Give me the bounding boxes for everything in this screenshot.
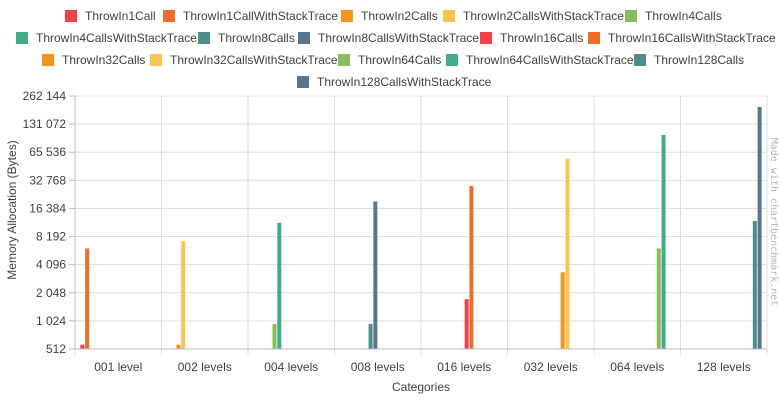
legend-item[interactable]: ThrowIn2CallsWithStackTrace xyxy=(443,9,624,23)
x-tick-label: 008 levels xyxy=(351,360,405,374)
legend-label: ThrowIn1Call xyxy=(85,9,156,23)
y-axis-title: Memory Allocation (Bytes) xyxy=(5,140,19,279)
x-tick-label: 064 levels xyxy=(610,360,664,374)
legend-swatch xyxy=(446,54,458,66)
chart-legend: ThrowIn1Call ThrowIn1CallWithStackTrace Th… xyxy=(0,0,780,95)
legend-label: ThrowIn64Calls xyxy=(358,53,442,67)
legend-label: ThrowIn8CallsWithStackTrace xyxy=(318,31,479,45)
legend-swatch xyxy=(65,10,77,22)
bar[interactable] xyxy=(560,272,565,349)
y-tick-label: 2 048 xyxy=(36,286,66,300)
legend-label: ThrowIn128CallsWithStackTrace xyxy=(317,75,492,89)
bar[interactable] xyxy=(656,248,661,349)
legend-swatch xyxy=(150,54,162,66)
y-tick-label: 512 xyxy=(46,342,66,356)
legend-swatch xyxy=(297,76,309,88)
legend-item[interactable]: ThrowIn1CallWithStackTrace xyxy=(163,9,338,23)
bar[interactable] xyxy=(752,221,757,349)
legend-swatch xyxy=(163,10,175,22)
x-tick-label: 002 levels xyxy=(178,360,232,374)
legend-label: ThrowIn4Calls xyxy=(645,9,722,23)
bar[interactable] xyxy=(80,344,85,349)
legend-label: ThrowIn16CallsWithStackTrace xyxy=(608,31,776,45)
axes xyxy=(74,96,767,350)
legend-item[interactable]: ThrowIn4CallsWithStackTrace xyxy=(16,31,197,45)
legend-item[interactable]: ThrowIn1Call xyxy=(65,9,156,23)
y-tick-labels: 512 1 024 2 048 4 096 8 192 16 384 32 768 65 53… xyxy=(23,89,67,356)
legend-swatch xyxy=(625,10,637,22)
bar[interactable] xyxy=(176,344,181,349)
legend-label: ThrowIn8Calls xyxy=(218,31,295,45)
legend-item[interactable]: ThrowIn16CallsWithStackTrace xyxy=(588,31,776,45)
bars xyxy=(80,106,762,349)
legend-item[interactable]: ThrowIn16Calls xyxy=(480,31,583,45)
legend-swatch xyxy=(42,54,54,66)
bar[interactable] xyxy=(272,323,277,349)
legend-item[interactable]: ThrowIn64CallsWithStackTrace xyxy=(446,53,634,67)
bar[interactable] xyxy=(469,185,474,349)
x-tick-label: 016 levels xyxy=(437,360,491,374)
legend-swatch xyxy=(480,32,492,44)
bar[interactable] xyxy=(368,323,373,349)
legend-item[interactable]: ThrowIn8Calls xyxy=(198,31,295,45)
legend-swatch xyxy=(588,32,600,44)
gridlines xyxy=(69,95,768,355)
bar[interactable] xyxy=(85,248,90,349)
x-tick-label: 001 level xyxy=(94,360,142,374)
legend-swatch xyxy=(634,54,646,66)
legend-swatch xyxy=(298,32,310,44)
legend-swatch xyxy=(338,54,350,66)
x-tick-label: 128 levels xyxy=(697,360,751,374)
legend-swatch xyxy=(443,10,455,22)
watermark: Made with chartbenchmark.net xyxy=(768,138,779,307)
legend-label: ThrowIn32Calls xyxy=(62,53,146,67)
legend-label: ThrowIn128Calls xyxy=(654,53,745,67)
y-tick-label: 8 192 xyxy=(36,230,66,244)
legend-label: ThrowIn4CallsWithStackTrace xyxy=(36,31,197,45)
bar[interactable] xyxy=(277,222,282,349)
y-tick-label: 131 072 xyxy=(23,117,67,131)
y-tick-label: 262 144 xyxy=(23,89,67,103)
legend-label: ThrowIn16Calls xyxy=(500,31,584,45)
legend-label: ThrowIn32CallsWithStackTrace xyxy=(170,53,338,67)
legend-item[interactable]: ThrowIn8CallsWithStackTrace xyxy=(298,31,479,45)
legend-item[interactable]: ThrowIn64Calls xyxy=(338,53,441,67)
bar[interactable] xyxy=(181,241,186,349)
bar[interactable] xyxy=(464,299,469,349)
y-tick-label: 32 768 xyxy=(29,173,66,187)
x-tick-label: 004 levels xyxy=(264,360,318,374)
legend-item[interactable]: ThrowIn128Calls xyxy=(634,53,744,67)
x-tick-labels: 001 level 002 levels 004 levels 008 levels 0… xyxy=(94,360,751,374)
legend-label: ThrowIn2CallsWithStackTrace xyxy=(463,9,624,23)
legend-swatch xyxy=(341,10,353,22)
legend-swatch xyxy=(16,32,28,44)
legend-label: ThrowIn64CallsWithStackTrace xyxy=(466,53,634,67)
bar[interactable] xyxy=(373,201,378,349)
legend-label: ThrowIn1CallWithStackTrace xyxy=(183,9,338,23)
legend-item[interactable]: ThrowIn2Calls xyxy=(341,9,438,23)
bar[interactable] xyxy=(757,106,762,349)
legend-item[interactable]: ThrowIn128CallsWithStackTrace xyxy=(297,75,491,89)
legend-item[interactable]: ThrowIn32Calls xyxy=(42,53,145,67)
bar[interactable] xyxy=(661,135,666,349)
x-tick-label: 032 levels xyxy=(524,360,578,374)
legend-item[interactable]: ThrowIn32CallsWithStackTrace xyxy=(150,53,338,67)
y-tick-label: 65 536 xyxy=(29,145,66,159)
y-tick-label: 16 384 xyxy=(29,201,66,215)
legend-swatch xyxy=(198,32,210,44)
y-tick-label: 1 024 xyxy=(36,314,66,328)
y-tick-label: 4 096 xyxy=(36,258,66,272)
legend-item[interactable]: ThrowIn4Calls xyxy=(625,9,722,23)
legend-label: ThrowIn2Calls xyxy=(361,9,438,23)
bar[interactable] xyxy=(565,158,570,349)
x-axis-title: Categories xyxy=(392,380,450,394)
